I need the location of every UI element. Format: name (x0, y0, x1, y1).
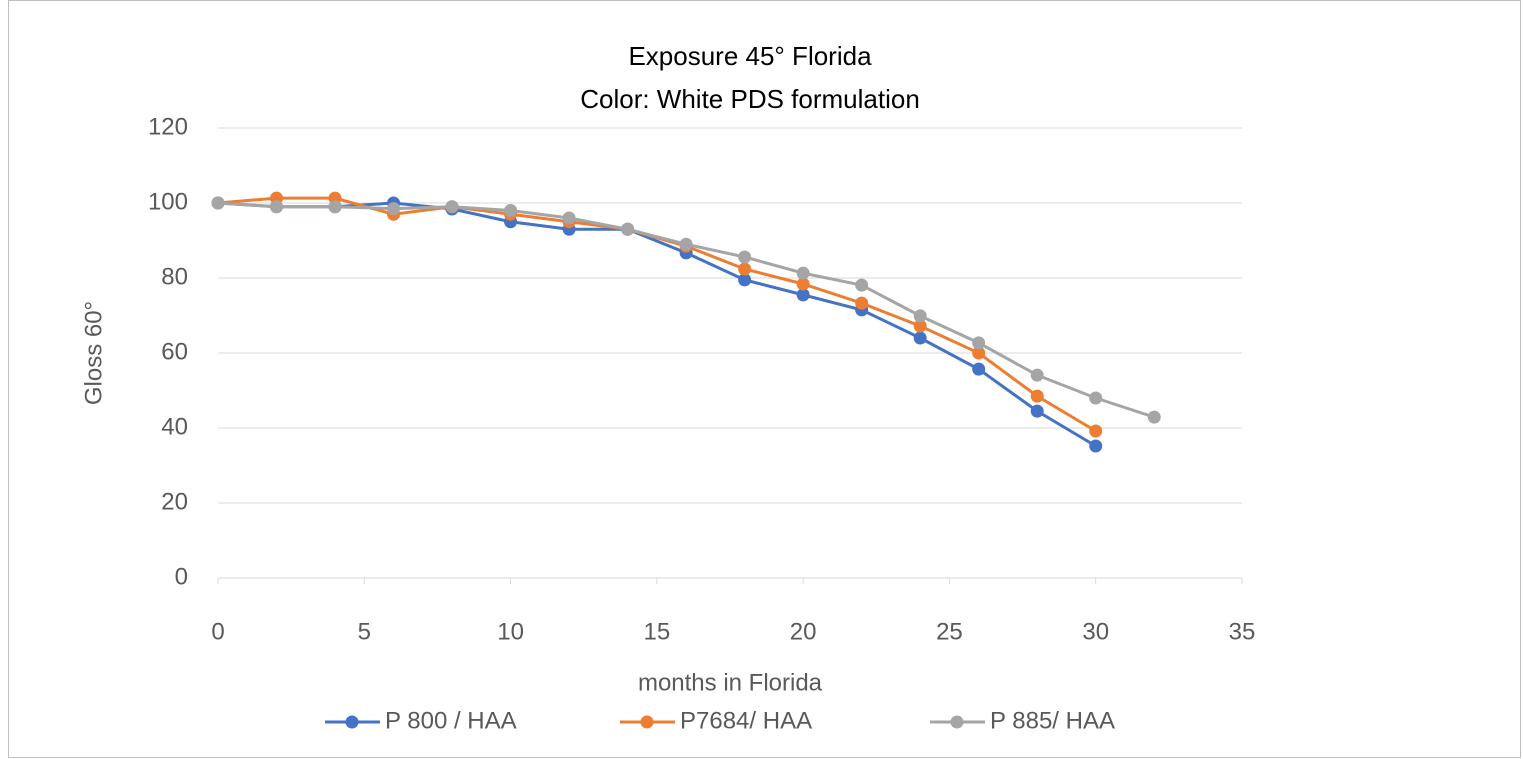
legend-marker (640, 715, 654, 729)
x-tick-label: 20 (790, 618, 817, 645)
x-tick-label: 15 (644, 618, 671, 645)
data-point (796, 277, 810, 291)
data-point (913, 309, 927, 323)
chart-frame (8, 0, 1521, 758)
chart-title: Exposure 45° Florida (628, 41, 872, 71)
x-tick-label: 5 (358, 618, 371, 645)
data-point (738, 273, 752, 287)
legend-marker (950, 715, 964, 729)
data-point (211, 196, 225, 210)
x-tick-label: 35 (1229, 618, 1256, 645)
x-tick-label: 10 (497, 618, 524, 645)
data-point (387, 202, 401, 216)
y-tick-label: 80 (161, 263, 188, 290)
x-tick-label: 25 (936, 618, 963, 645)
legend-marker (345, 715, 359, 729)
data-point (270, 200, 284, 214)
y-tick-label: 0 (175, 563, 188, 590)
data-point (328, 200, 342, 214)
data-point (1030, 389, 1044, 403)
data-point (855, 296, 869, 310)
data-point (913, 331, 927, 345)
data-point (679, 237, 693, 251)
data-point (972, 346, 986, 360)
y-tick-label: 100 (148, 188, 188, 215)
data-point (1089, 424, 1103, 438)
x-tick-label: 0 (211, 618, 224, 645)
data-point (1147, 410, 1161, 424)
data-point (1030, 368, 1044, 382)
chart-subtitle: Color: White PDS formulation (580, 84, 920, 114)
data-point (855, 278, 869, 292)
data-point (796, 266, 810, 280)
data-point (562, 211, 576, 225)
legend-label: P 800 / HAA (385, 707, 517, 734)
data-point (738, 250, 752, 264)
y-tick-label: 20 (161, 488, 188, 515)
x-tick-label: 30 (1082, 618, 1109, 645)
legend-label: P7684/ HAA (680, 707, 812, 734)
data-point (1089, 439, 1103, 453)
data-point (738, 262, 752, 276)
y-tick-label: 60 (161, 338, 188, 365)
data-point (621, 222, 635, 236)
y-tick-label: 40 (161, 413, 188, 440)
data-point (913, 319, 927, 333)
x-axis-label: months in Florida (638, 669, 823, 696)
y-axis-label: Gloss 60° (80, 301, 107, 405)
legend-label: P 885/ HAA (990, 707, 1115, 734)
data-point (972, 336, 986, 350)
data-point (1089, 391, 1103, 405)
y-tick-label: 120 (148, 113, 188, 140)
data-point (1030, 404, 1044, 418)
data-point (796, 288, 810, 302)
data-point (445, 200, 459, 214)
data-point (972, 362, 986, 376)
data-point (504, 204, 518, 217)
